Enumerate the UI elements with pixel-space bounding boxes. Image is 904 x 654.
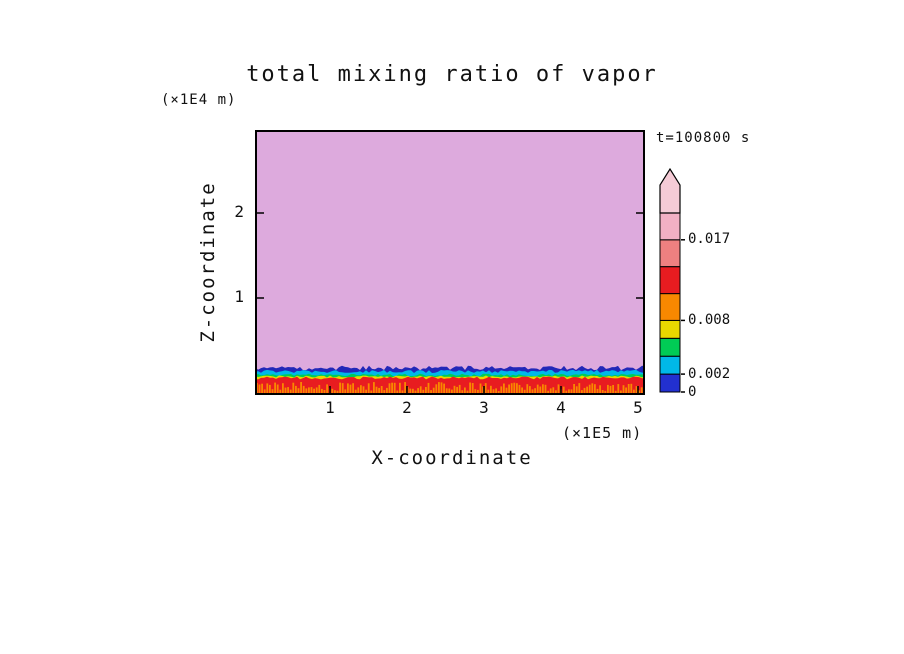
colorbar-segment [659,212,681,241]
colorbar-segment [659,319,681,339]
surface-striations [256,382,645,395]
colorbar-segment [659,355,681,375]
y-tick-label: 1 [234,287,244,306]
x-tick-label: 3 [479,398,489,417]
chart-title: total mixing ratio of vapor [246,62,658,87]
colorbar-label: 0.008 [688,312,731,328]
colorbar-over-arrow [659,167,681,214]
x-axis-label: X-coordinate [371,447,533,469]
colorbar-label: 0.002 [688,366,731,382]
field [255,130,645,395]
x-axis-unit: (×1E5 m) [562,424,643,442]
colorbar-segment [659,337,681,357]
colorbar-segment [659,373,681,393]
x-tick-label: 5 [633,398,643,417]
y-axis-label: Z-coordinate [197,181,219,343]
colorbar-segment [659,293,681,321]
y-axis-unit: (×1E4 m) [161,92,237,108]
colorbar-segment [659,239,681,268]
time-label: t=100800 s [656,130,751,146]
colorbar-label: 0 [688,384,697,400]
contour-plot [255,130,685,395]
colorbar [659,167,685,393]
field-background [255,130,645,395]
x-tick-label: 4 [556,398,566,417]
x-tick-label: 2 [402,398,412,417]
x-tick-label: 1 [325,398,335,417]
colorbar-segment [659,266,681,295]
colorbar-label: 0.017 [688,231,731,247]
plot-frame [255,130,645,395]
axis-ticks [257,212,643,393]
y-tick-label: 2 [234,202,244,221]
